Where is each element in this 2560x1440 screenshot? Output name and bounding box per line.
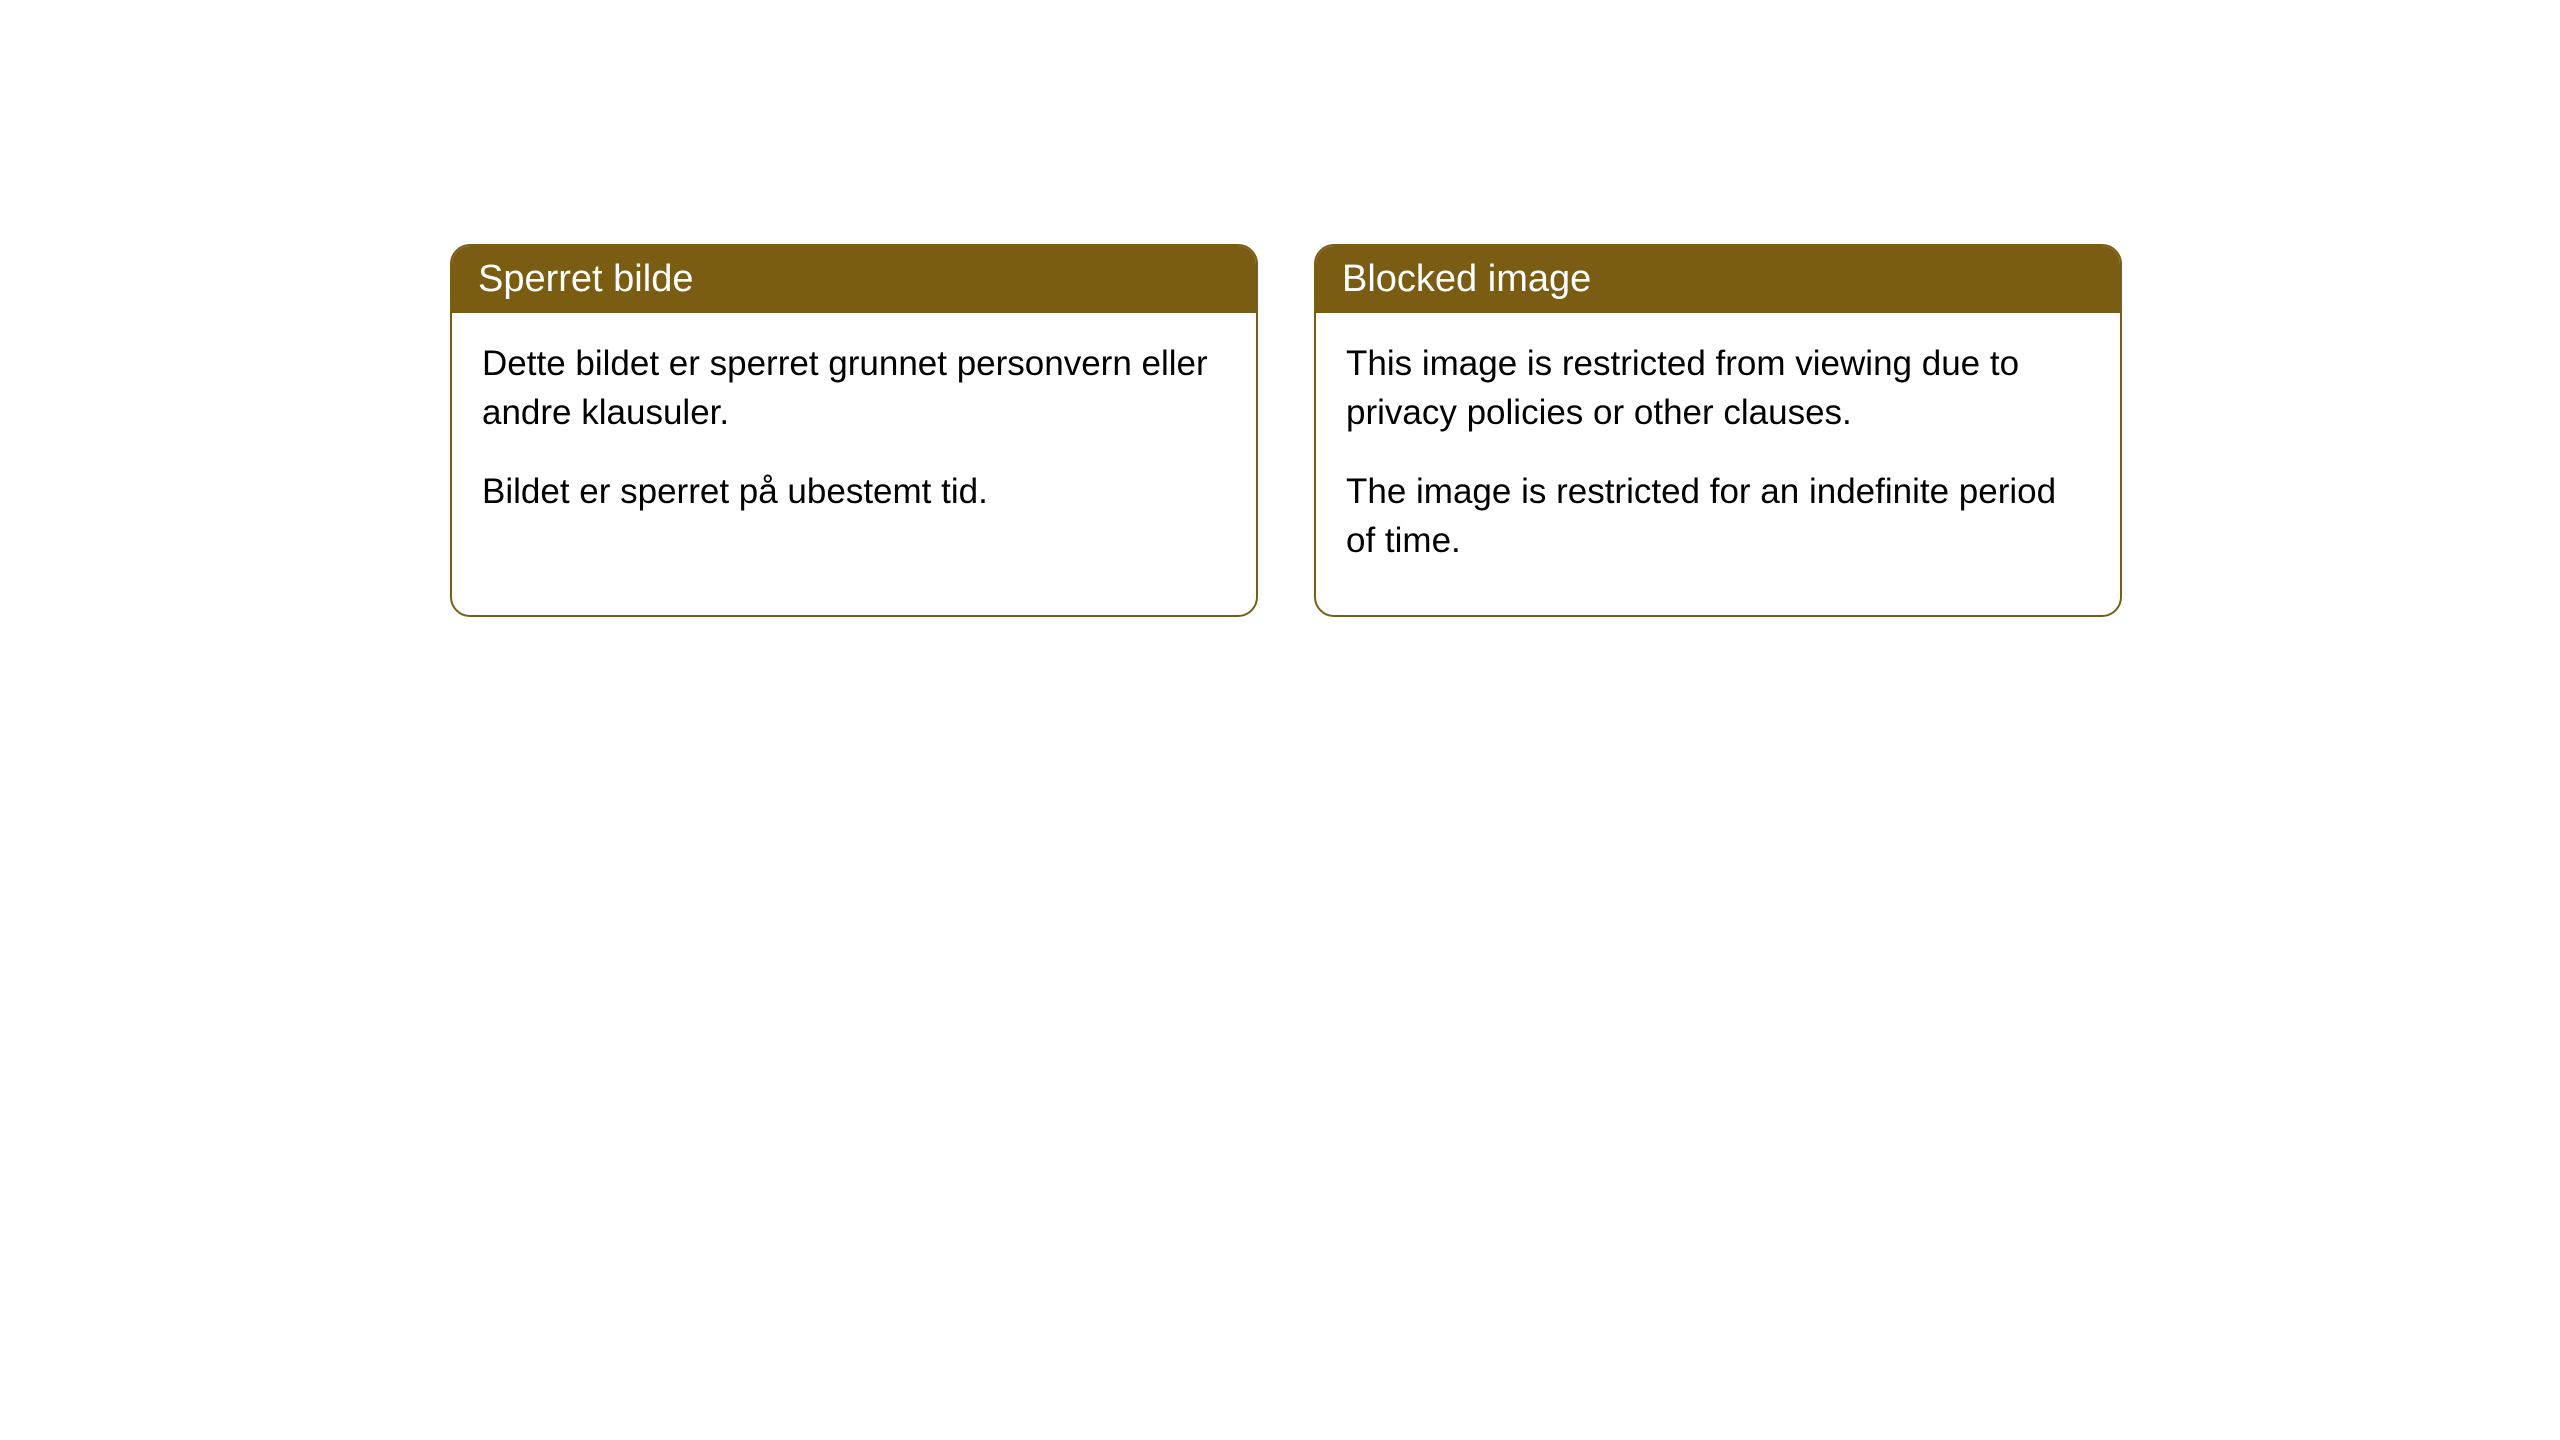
blocked-image-card-english: Blocked image This image is restricted f… xyxy=(1314,244,2122,617)
card-header: Blocked image xyxy=(1316,246,2120,313)
card-paragraph: This image is restricted from viewing du… xyxy=(1346,339,2090,437)
card-title: Blocked image xyxy=(1342,258,1591,300)
card-title: Sperret bilde xyxy=(478,258,693,300)
card-header: Sperret bilde xyxy=(452,246,1256,313)
card-body: This image is restricted from viewing du… xyxy=(1316,313,2120,615)
card-paragraph: Dette bildet er sperret grunnet personve… xyxy=(482,339,1226,437)
blocked-image-card-norwegian: Sperret bilde Dette bildet er sperret gr… xyxy=(450,244,1258,617)
card-paragraph: Bildet er sperret på ubestemt tid. xyxy=(482,467,1226,516)
card-paragraph: The image is restricted for an indefinit… xyxy=(1346,467,2090,565)
cards-container: Sperret bilde Dette bildet er sperret gr… xyxy=(450,244,2122,617)
card-body: Dette bildet er sperret grunnet personve… xyxy=(452,313,1256,566)
